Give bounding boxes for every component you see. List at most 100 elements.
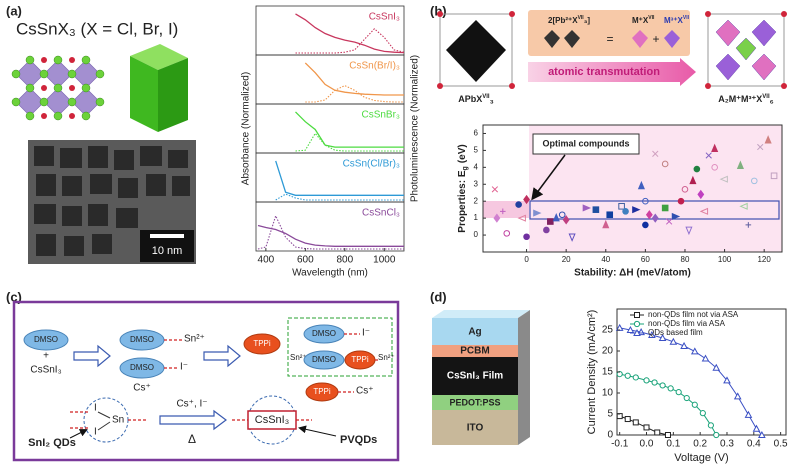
point [693, 165, 701, 173]
y-tick-label: 5 [607, 409, 613, 420]
y-tick-label: 0 [607, 430, 613, 441]
point [547, 218, 554, 225]
point [582, 204, 592, 212]
point [665, 218, 673, 225]
scale-bar-label: 10 nm [152, 245, 183, 257]
atom-label: Sn [112, 415, 124, 426]
point [651, 379, 658, 386]
point [642, 221, 649, 229]
reaction-diagram: DMSO + CsSnI₃ DMSO Sn²⁺ DMSO I⁻ Cs⁺ TPPi… [23, 317, 395, 449]
point [689, 175, 697, 185]
ion-label: I⁻ [180, 362, 188, 373]
point [652, 150, 659, 157]
point [685, 226, 693, 236]
x-tick-label: 0 [524, 255, 529, 264]
point [632, 374, 639, 381]
legend-marker [634, 312, 640, 318]
panel-title: CsSnX₃ (X = Cl, Br, I) [16, 19, 178, 38]
point [733, 392, 742, 400]
point [699, 207, 709, 215]
point [500, 208, 506, 215]
plus: + [652, 32, 659, 46]
ion-label: Sn²⁺ [184, 334, 205, 345]
point [701, 354, 710, 362]
point [750, 177, 758, 185]
molecule-label: DMSO [312, 329, 336, 338]
point [677, 197, 685, 205]
point [681, 186, 689, 193]
atom-label: I [94, 403, 97, 414]
equation-box [528, 10, 690, 56]
y-tick-label: 25 [602, 325, 614, 336]
point [736, 160, 744, 169]
crystal-structure [11, 55, 105, 121]
point [654, 429, 661, 436]
point [568, 233, 576, 242]
panel-label: (a) [6, 3, 22, 18]
point [745, 222, 752, 228]
point [770, 172, 778, 180]
y-tick-label: 3 [474, 179, 479, 188]
absorbance-line [304, 62, 404, 96]
structure-label: A₂M⁺M³⁺XVII₆ [718, 94, 773, 106]
molecule-label: TPPi [253, 339, 271, 348]
absorbance-line [275, 160, 404, 196]
point [552, 213, 560, 222]
point [659, 382, 666, 389]
transmutation-arrow [528, 58, 696, 86]
plus: + [43, 351, 49, 362]
y-tick-label: 15 [602, 367, 614, 378]
point [558, 211, 566, 219]
point [543, 226, 550, 234]
ion-label: Cs⁺ [133, 383, 151, 394]
x-tick-label: 60 [641, 255, 650, 264]
y-tick-label: 5 [474, 146, 479, 155]
subplot-frame [255, 201, 405, 252]
point [517, 214, 526, 222]
panel-label: (d) [430, 289, 447, 304]
point [637, 180, 645, 190]
atom-label: I [94, 427, 97, 438]
x-tick-label: -0.1 [611, 439, 629, 450]
point [533, 209, 542, 217]
point [739, 202, 748, 210]
point [503, 230, 511, 237]
compound-label: CsSnI₃ [30, 365, 61, 376]
y-tick-label: 10 [602, 388, 614, 399]
legend-marker [633, 320, 641, 328]
annotation-arrow [531, 154, 566, 201]
diagram-frame [12, 300, 400, 462]
point [602, 219, 610, 229]
point [705, 152, 712, 159]
pl-line [257, 214, 404, 250]
compound-label: CsSnI₃ [255, 414, 289, 426]
x-axis-label: Voltage (V) [674, 452, 728, 464]
y-axis-label: Current Density (mA/cm²) [586, 310, 598, 435]
point [758, 430, 766, 438]
point [632, 206, 641, 214]
point [618, 202, 625, 210]
point [691, 401, 698, 408]
point [680, 341, 688, 349]
point [658, 333, 667, 341]
point [683, 394, 690, 402]
x-tick-label: 0.5 [774, 439, 788, 450]
point [667, 385, 674, 392]
molecule-label: TPPi [313, 387, 331, 396]
point [632, 419, 639, 426]
series-line [619, 327, 763, 436]
point [744, 410, 753, 418]
point [690, 347, 699, 355]
y-axis-label: Properties: Eg (eV) [457, 144, 469, 232]
layer-label: CsSnI₃ Film [447, 371, 503, 382]
x-tick-label: 0.0 [640, 439, 654, 450]
series-label: CsSnI₃ [369, 12, 400, 23]
pl-line [295, 28, 405, 54]
point [675, 389, 682, 396]
ion-label: Sn²⁺ [378, 353, 395, 362]
y-tick-label: 2 [474, 196, 479, 205]
nanocube [130, 44, 188, 132]
absorbance-line [257, 224, 404, 247]
reagent-label: Cs⁺, I⁻ [176, 399, 207, 410]
y-axis-label: Absorbance (Normalized) [241, 72, 252, 185]
